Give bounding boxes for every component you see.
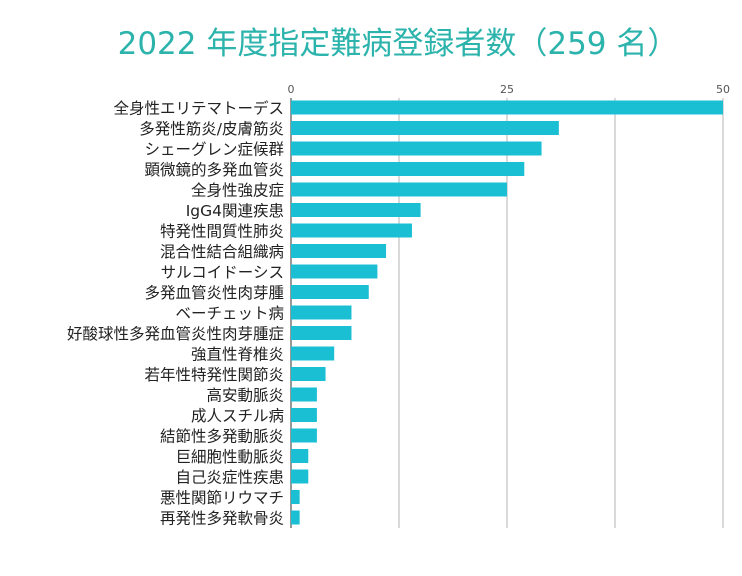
category-label: 再発性多発軟骨炎 [160, 510, 284, 528]
category-label: 顕微鏡的多発血管炎 [144, 160, 284, 179]
bar [291, 346, 335, 361]
bar [291, 244, 387, 258]
category-label: サルコイドーシス [161, 264, 284, 282]
category-label: 悪性関節リウマチ [160, 489, 284, 507]
bar [291, 326, 352, 340]
bars [291, 100, 723, 525]
category-label: IgG4関連疾患 [186, 202, 284, 220]
category-label: 多発性筋炎/皮膚筋炎 [139, 120, 284, 138]
category-label: 多発血管炎性肉芽腫 [144, 284, 284, 302]
bar [291, 305, 352, 320]
category-label: 巨細胞性動脈炎 [175, 448, 284, 466]
x-tick-label: 50 [716, 83, 730, 96]
bar [291, 141, 542, 156]
category-label: 好酸球性多発血管炎性肉芽腫症 [67, 325, 284, 343]
x-axis-ticks: 0 25 50 [288, 83, 731, 96]
bar [291, 469, 309, 484]
bar [291, 387, 317, 402]
category-label: 全身性強皮症 [191, 182, 284, 200]
category-label: 特発性間質性肺炎 [160, 223, 284, 241]
category-label: シェーグレン症候群 [144, 141, 284, 159]
bar [291, 121, 559, 135]
category-label: 若年性特発性関節炎 [144, 366, 284, 384]
category-label: 全身性エリテマトーデス [113, 99, 284, 118]
x-tick-label: 25 [500, 83, 514, 96]
bar [291, 285, 369, 299]
bar [291, 428, 317, 443]
bar [291, 408, 317, 422]
category-label: 自己炎症性疾患 [175, 469, 284, 487]
bar [291, 449, 309, 463]
bar [291, 264, 378, 279]
bar [291, 182, 507, 197]
category-label: 成人スチル病 [191, 407, 284, 425]
bar [291, 100, 723, 115]
category-label: 結節性多発動脈炎 [160, 428, 284, 446]
bar [291, 162, 525, 176]
x-tick-label: 0 [288, 83, 295, 96]
bar [291, 203, 421, 217]
bar [291, 490, 300, 504]
category-label: 混合性結合組織病 [160, 243, 284, 261]
bar [291, 367, 326, 381]
category-labels: 全身性エリテマトーデス多発性筋炎/皮膚筋炎シェーグレン症候群顕微鏡的多発血管炎全… [67, 99, 284, 528]
chart-title: 2022 年度指定難病登録者数（259 名） [118, 26, 679, 62]
category-label: ベーチェット病 [175, 305, 284, 323]
bar [291, 223, 412, 238]
category-label: 高安動脈炎 [206, 387, 284, 405]
category-label: 強直性脊椎炎 [191, 346, 284, 364]
bar [291, 510, 300, 525]
